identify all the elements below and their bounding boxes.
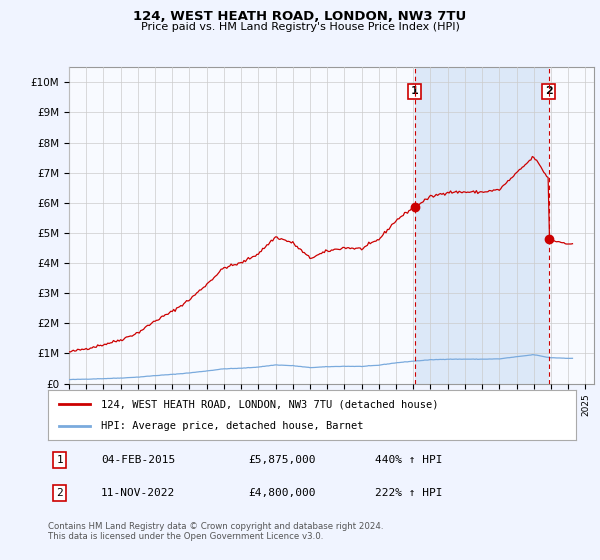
Text: £4,800,000: £4,800,000: [248, 488, 316, 498]
Text: 440% ↑ HPI: 440% ↑ HPI: [376, 455, 443, 465]
Text: 2: 2: [545, 86, 553, 96]
Text: Contains HM Land Registry data © Crown copyright and database right 2024.
This d: Contains HM Land Registry data © Crown c…: [48, 522, 383, 542]
Text: 1: 1: [56, 455, 63, 465]
Text: Price paid vs. HM Land Registry's House Price Index (HPI): Price paid vs. HM Land Registry's House …: [140, 22, 460, 32]
Text: 124, WEST HEATH ROAD, LONDON, NW3 7TU: 124, WEST HEATH ROAD, LONDON, NW3 7TU: [133, 10, 467, 23]
Bar: [415, 67, 549, 384]
Text: 11-NOV-2022: 11-NOV-2022: [101, 488, 175, 498]
Text: 04-FEB-2015: 04-FEB-2015: [101, 455, 175, 465]
Text: HPI: Average price, detached house, Barnet: HPI: Average price, detached house, Barn…: [101, 421, 364, 431]
Text: 1: 1: [411, 86, 419, 96]
Text: £5,875,000: £5,875,000: [248, 455, 316, 465]
Text: 2: 2: [56, 488, 63, 498]
Text: 222% ↑ HPI: 222% ↑ HPI: [376, 488, 443, 498]
Text: 124, WEST HEATH ROAD, LONDON, NW3 7TU (detached house): 124, WEST HEATH ROAD, LONDON, NW3 7TU (d…: [101, 399, 438, 409]
